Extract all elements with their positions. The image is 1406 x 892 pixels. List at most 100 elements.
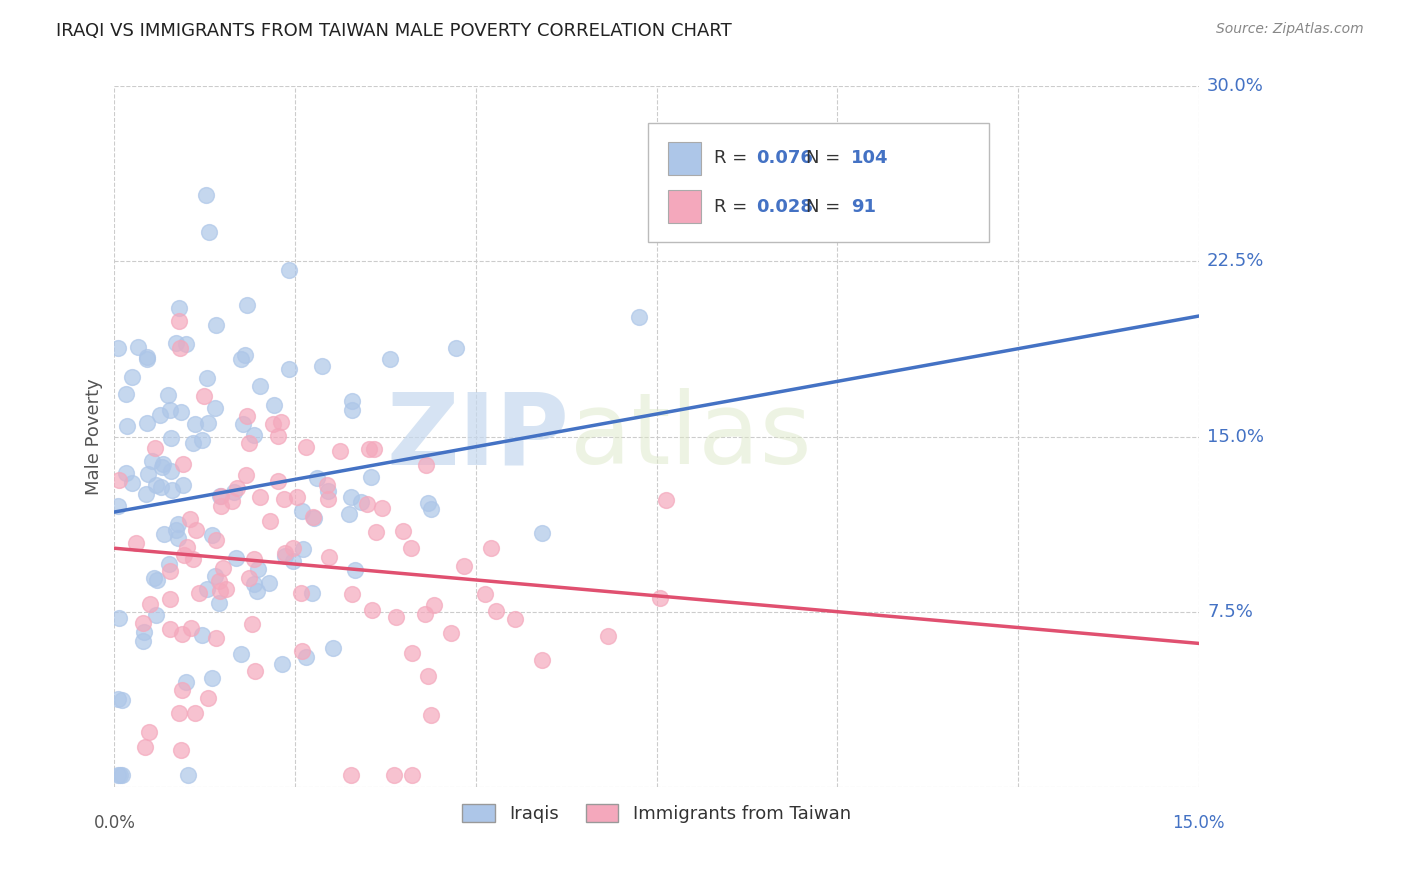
Point <box>274 549 297 563</box>
Point <box>301 585 323 599</box>
Point <box>295 440 318 454</box>
Point <box>193 389 215 403</box>
Text: 0.076: 0.076 <box>756 150 814 168</box>
Point <box>195 370 218 384</box>
Point <box>165 336 187 351</box>
Point <box>302 510 325 524</box>
Point <box>360 470 382 484</box>
Point <box>311 359 333 373</box>
Point <box>167 706 190 720</box>
Legend: Iraqis, Immigrants from Taiwan: Iraqis, Immigrants from Taiwan <box>456 797 858 830</box>
Point <box>233 348 256 362</box>
Point <box>195 188 218 202</box>
Point <box>160 483 183 498</box>
Point <box>215 582 238 596</box>
Point <box>136 350 159 364</box>
Point <box>135 487 157 501</box>
Point <box>240 616 263 631</box>
Point <box>273 492 295 507</box>
Text: IRAQI VS IMMIGRANTS FROM TAIWAN MALE POVERTY CORRELATION CHART: IRAQI VS IMMIGRANTS FROM TAIWAN MALE POV… <box>56 22 733 40</box>
Point <box>343 563 366 577</box>
Point <box>197 417 219 431</box>
Point <box>205 318 228 332</box>
Point <box>281 553 304 567</box>
Point <box>152 527 174 541</box>
Point <box>176 541 198 555</box>
Point <box>413 607 436 622</box>
Point <box>340 768 363 782</box>
Point <box>419 708 441 723</box>
Point <box>655 492 678 507</box>
Point <box>181 552 204 566</box>
Point <box>205 631 228 645</box>
Point <box>201 528 224 542</box>
Point <box>267 474 290 488</box>
Text: 0.028: 0.028 <box>756 198 814 216</box>
Point <box>159 622 181 636</box>
Point <box>596 629 619 643</box>
Point <box>340 587 363 601</box>
Point <box>257 576 280 591</box>
Point <box>305 471 328 485</box>
Point <box>111 768 134 782</box>
Point <box>236 409 259 424</box>
Point <box>132 625 155 640</box>
Text: R =: R = <box>714 198 754 216</box>
Point <box>127 340 149 354</box>
Point <box>363 442 385 457</box>
Point <box>110 693 132 707</box>
Point <box>628 310 651 324</box>
Point <box>145 607 167 622</box>
Point <box>208 583 231 598</box>
Text: 30.0%: 30.0% <box>1208 78 1264 95</box>
Text: 91: 91 <box>852 198 876 216</box>
Point <box>160 464 183 478</box>
Point <box>231 351 253 366</box>
Point <box>121 370 143 384</box>
Point <box>392 524 415 539</box>
Point <box>356 497 378 511</box>
Point <box>225 551 247 566</box>
Text: 15.0%: 15.0% <box>1208 427 1264 445</box>
Point <box>316 483 339 498</box>
Point <box>174 337 197 351</box>
Point <box>115 387 138 401</box>
Point <box>262 417 284 431</box>
Point <box>121 475 143 490</box>
Point <box>159 564 181 578</box>
Point <box>278 263 301 277</box>
Point <box>316 492 339 507</box>
Point <box>211 561 233 575</box>
Point <box>479 541 502 556</box>
Point <box>249 378 271 392</box>
Point <box>281 541 304 556</box>
Point <box>242 427 264 442</box>
Point <box>221 493 243 508</box>
Point <box>209 489 232 503</box>
Point <box>531 653 554 667</box>
Point <box>136 416 159 430</box>
Point <box>159 591 181 606</box>
Point <box>108 768 131 782</box>
Point <box>166 531 188 545</box>
Point <box>141 454 163 468</box>
Point <box>340 394 363 409</box>
Point <box>208 574 231 588</box>
Point <box>159 431 181 445</box>
Point <box>242 577 264 591</box>
Point <box>401 646 423 660</box>
Point <box>195 582 218 596</box>
Point <box>114 466 136 480</box>
Point <box>179 512 201 526</box>
Point <box>245 664 267 678</box>
Point <box>173 549 195 563</box>
Point <box>157 388 180 402</box>
Point <box>370 501 392 516</box>
Point <box>444 341 467 355</box>
Point <box>340 403 363 417</box>
Point <box>143 571 166 585</box>
Point <box>198 225 221 239</box>
Point <box>209 500 232 514</box>
Point <box>107 611 129 625</box>
Point <box>174 675 197 690</box>
